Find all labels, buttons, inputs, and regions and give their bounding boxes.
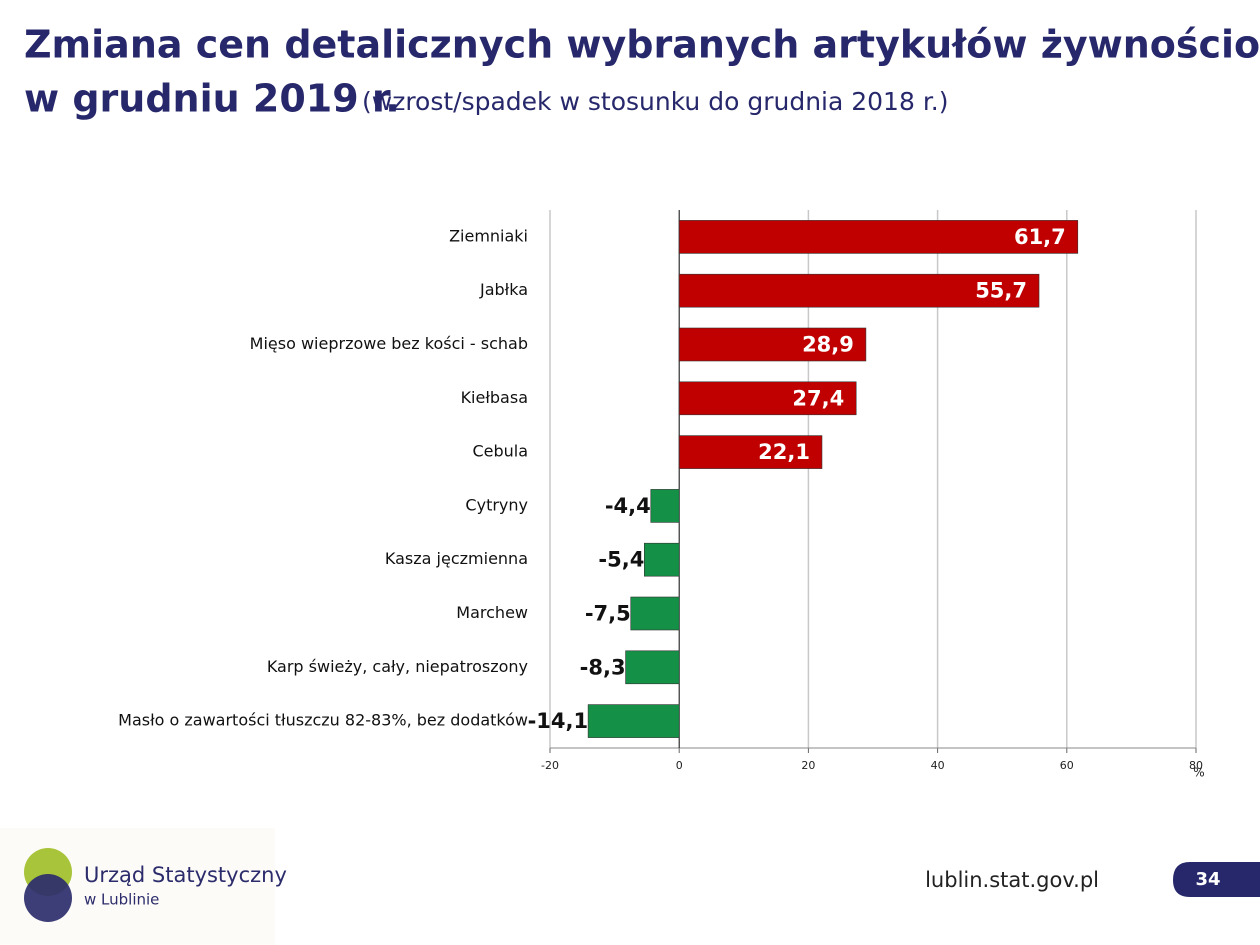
bar [644, 542, 680, 577]
bar [678, 273, 1040, 308]
value-label: -14,1 [528, 709, 589, 733]
value-label: 28,9 [802, 333, 854, 357]
x-unit: % [1193, 766, 1204, 780]
x-tick-label: -20 [541, 759, 559, 772]
y-tick-label: Kiełbasa [461, 388, 528, 407]
plot: -20 0 20 40 60 80% Ziemniaki 61,7 Jabłka 55,7 Mięs… [118, 210, 1205, 780]
org-name: Urząd Statystyczny [84, 863, 287, 887]
value-label: 61,7 [1014, 225, 1066, 249]
bar [650, 489, 680, 523]
y-tick-label: Kasza jęczmienna [385, 549, 528, 568]
value-label: 22,1 [758, 440, 810, 464]
bar [625, 650, 680, 685]
y-tick-label: Mięso wieprzowe bez kości - schab [250, 334, 528, 353]
org-city: w Lublinie [84, 891, 159, 909]
page-number: 34 [1195, 869, 1220, 890]
value-label: -8,3 [580, 655, 626, 679]
bar [587, 704, 680, 738]
value-label: 27,4 [792, 386, 844, 410]
bar [678, 381, 857, 416]
y-tick-label: Cebula [472, 442, 528, 461]
y-tick-label: Ziemniaki [449, 226, 528, 245]
x-tick-label: 0 [676, 759, 683, 772]
y-tick-label: Marchew [456, 603, 528, 622]
x-tick-label: 40 [931, 759, 945, 772]
value-label: 55,7 [975, 279, 1027, 303]
bar [630, 596, 680, 631]
y-tick-label: Cytryny [465, 495, 528, 514]
y-tick-label: Masło o zawartości tłuszczu 82-83%, bez … [118, 711, 528, 730]
bar [678, 435, 823, 469]
x-tick-label: 20 [801, 759, 815, 772]
value-label: -7,5 [585, 602, 631, 626]
url: lublin.stat.gov.pl [925, 868, 1099, 892]
bar [678, 327, 867, 362]
x-tick-label: 80 [1189, 759, 1203, 772]
y-tick-label: Karp świeży, cały, niepatroszony [267, 657, 528, 676]
chart-title: Zmiana cen detalicznych wybranych artyku… [24, 23, 1260, 67]
logo-circle-navy [24, 874, 72, 922]
chart-title-line2: w grudniu 2019 r. [24, 77, 400, 121]
x-tick-label: 60 [1060, 759, 1074, 772]
y-tick-label: Jabłka [479, 280, 528, 299]
value-label: -4,4 [605, 494, 651, 518]
value-label: -5,4 [598, 548, 644, 572]
bar [678, 220, 1079, 254]
page-number-box [1173, 862, 1260, 897]
chart-subtitle: (wzrost/spadek w stosunku do grudnia 201… [362, 87, 949, 116]
